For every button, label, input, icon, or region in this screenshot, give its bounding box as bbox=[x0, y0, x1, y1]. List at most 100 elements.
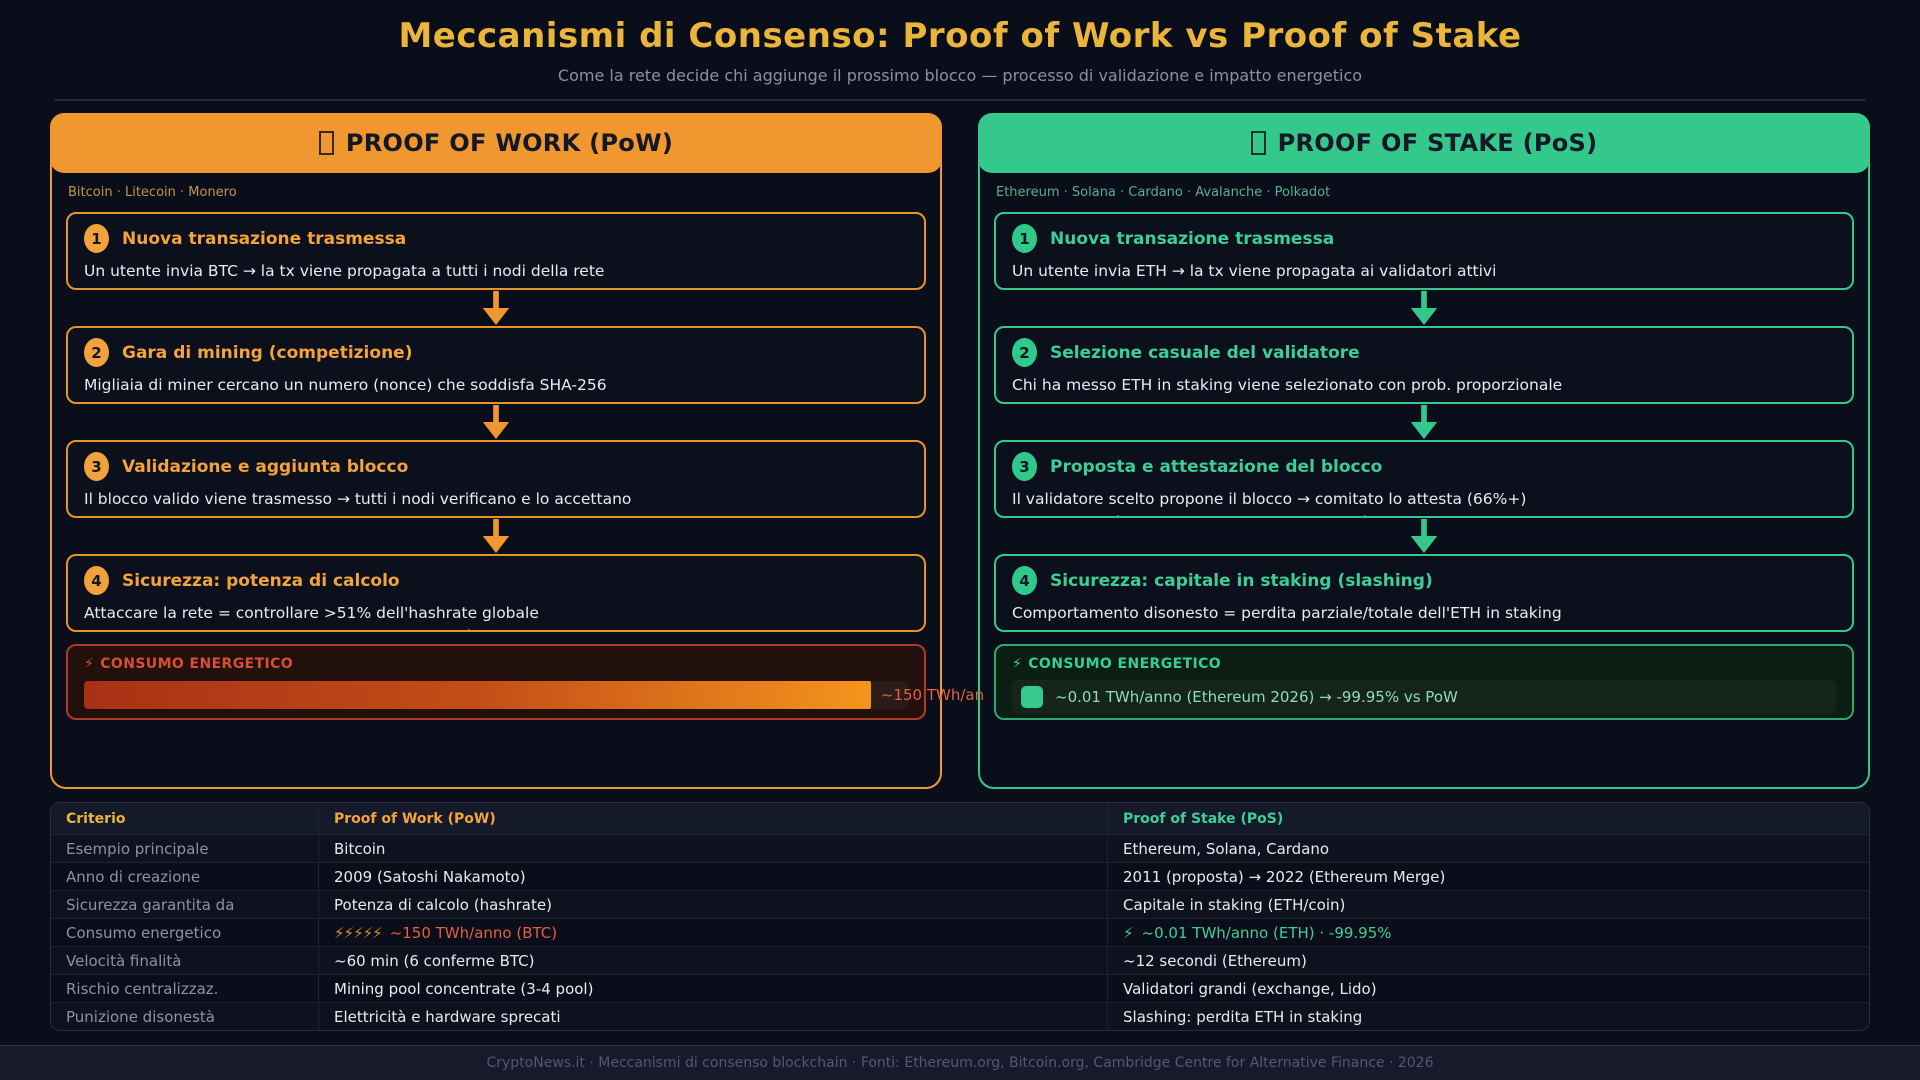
pow-value: Potenza di calcolo (hashrate) bbox=[319, 891, 1108, 918]
step-number-badge: 2 bbox=[1012, 338, 1037, 367]
pos-value: 2011 (proposta) → 2022 (Ethereum Merge) bbox=[1123, 867, 1446, 886]
arrow-down-icon bbox=[1410, 519, 1438, 553]
step-head: 1 Nuova transazione trasmessa bbox=[84, 224, 908, 253]
pos-value: Validatori grandi (exchange, Lido) bbox=[1123, 979, 1377, 998]
step-head: 4 Sicurezza: capitale in staking (slashi… bbox=[1012, 566, 1836, 595]
table-header-row: Criterio Proof of Work (PoW) Proof of St… bbox=[51, 803, 1869, 834]
flow-arrow bbox=[52, 404, 940, 440]
step-description: Il validatore scelto propone il blocco →… bbox=[1012, 490, 1527, 508]
page-header: Meccanismi di Consenso: Proof of Work vs… bbox=[0, 0, 1920, 85]
pos-value: ~12 secondi (Ethereum) bbox=[1123, 951, 1307, 970]
step-title: Validazione e aggiunta blocco bbox=[122, 456, 409, 477]
step-number-badge: 3 bbox=[84, 452, 109, 481]
step-head: 2 Selezione casuale del validatore bbox=[1012, 338, 1836, 367]
pos-value: Capitale in staking (ETH/coin) bbox=[1123, 895, 1346, 914]
lock-emoji-placeholder-icon bbox=[1250, 131, 1266, 155]
energy-label: CONSUMO ENERGETICO bbox=[100, 656, 294, 672]
pos-energy-bar-track: ~0.01 TWh/anno (Ethereum 2026) → -99.95%… bbox=[1012, 680, 1836, 714]
step-head: 1 Nuova transazione trasmessa bbox=[1012, 224, 1836, 253]
pow-value: ⚡⚡⚡⚡⚡ ~150 TWh/anno (BTC) bbox=[319, 919, 1108, 946]
pow-energy-bar-row: ~150 TWh/an bbox=[84, 681, 984, 709]
arrow-down-icon bbox=[1410, 405, 1438, 439]
step-number-badge: 4 bbox=[84, 566, 109, 595]
arrow-down-icon bbox=[482, 405, 510, 439]
page-title: Meccanismi di Consenso: Proof of Work vs… bbox=[398, 16, 1522, 56]
step-title: Sicurezza: potenza di calcolo bbox=[122, 570, 400, 591]
flow-arrow bbox=[52, 518, 940, 554]
pos-energy-box: ⚡ CONSUMO ENERGETICO ~0.01 TWh/anno (Ethe… bbox=[994, 644, 1854, 720]
pow-step-3: 3 Validazione e aggiunta blocco Il blocc… bbox=[66, 440, 926, 518]
pos-value: Ethereum, Solana, Cardano bbox=[1123, 839, 1330, 858]
step-description: Attaccare la rete = controllare >51% del… bbox=[84, 604, 539, 622]
step-note: Tempo di finalità: ~12 secondi (Ethereum… bbox=[1012, 514, 1836, 516]
step-note: Ethereum: 32 ETH minimi → ~1,2M validato… bbox=[1012, 400, 1836, 402]
step-description: Chi ha messo ETH in staking viene selezi… bbox=[1012, 376, 1563, 394]
pow-panel: PROOF OF WORK (PoW) Bitcoin · Litecoin ·… bbox=[50, 113, 984, 789]
pos-chain-list: Ethereum · Solana · Cardano · Avalanche … bbox=[996, 185, 1331, 200]
bolt-icon: ⚡ bbox=[84, 656, 95, 672]
pos-panel-header: PROOF OF STAKE (PoS) bbox=[978, 113, 1870, 173]
pow-energy-bar-track bbox=[84, 681, 908, 709]
flow-arrow bbox=[980, 290, 1868, 326]
pos-energy-title: ⚡ CONSUMO ENERGETICO bbox=[1012, 656, 1836, 672]
step-head: 3 Proposta e attestazione del blocco bbox=[1012, 452, 1836, 481]
arrow-down-icon bbox=[482, 519, 510, 553]
pow-energy-title: ⚡ CONSUMO ENERGETICO bbox=[84, 656, 908, 672]
pos-step-4: 4 Sicurezza: capitale in staking (slashi… bbox=[994, 554, 1854, 632]
comparison-table: Criterio Proof of Work (PoW) Proof of St… bbox=[50, 802, 1870, 1031]
pow-step-2: 2 Gara di mining (competizione) Migliaia… bbox=[66, 326, 926, 404]
step-title: Nuova transazione trasmessa bbox=[122, 228, 407, 249]
table-row: Anno di creazione 2009 (Satoshi Nakamoto… bbox=[51, 862, 1869, 890]
table-row: Punizione disonestà Elettricità e hardwa… bbox=[51, 1002, 1869, 1030]
col-header-criterio: Criterio bbox=[51, 803, 319, 834]
pos-panel: PROOF OF STAKE (PoS) Ethereum · Solana ·… bbox=[978, 113, 1870, 789]
step-head: 3 Validazione e aggiunta blocco bbox=[84, 452, 908, 481]
pow-panel-title: PROOF OF WORK (PoW) bbox=[345, 129, 674, 157]
bolt-icon: ⚡ bbox=[1012, 656, 1023, 672]
step-number-badge: 3 bbox=[1012, 452, 1037, 481]
pow-energy-value: ~150 TWh/an bbox=[880, 686, 985, 704]
pow-value: 2009 (Satoshi Nakamoto) bbox=[319, 863, 1108, 890]
pow-step-4: 4 Sicurezza: potenza di calcolo Attaccar… bbox=[66, 554, 926, 632]
step-number-badge: 2 bbox=[84, 338, 109, 367]
arrow-down-icon bbox=[482, 291, 510, 325]
step-number-badge: 1 bbox=[84, 224, 109, 253]
step-title: Proposta e attestazione del blocco bbox=[1050, 456, 1383, 477]
pos-step-2: 2 Selezione casuale del validatore Chi h… bbox=[994, 326, 1854, 404]
flow-arrow bbox=[980, 518, 1868, 554]
pos-energy-cell-text: ~0.01 TWh/anno (ETH) · -99.95% bbox=[1141, 923, 1392, 942]
footer-text: CryptoNews.it · Meccanismi di consenso b… bbox=[486, 1055, 1434, 1071]
step-number-badge: 1 bbox=[1012, 224, 1037, 253]
step-note: Il miner vincitore riceve: ricompensa bl… bbox=[84, 514, 908, 516]
step-description: Un utente invia ETH → la tx viene propag… bbox=[1012, 262, 1497, 280]
row-label: Punizione disonestà bbox=[51, 1003, 319, 1030]
table-row: Velocità finalità ~60 min (6 conferme BT… bbox=[51, 946, 1869, 974]
row-label: Velocità finalità bbox=[51, 947, 319, 974]
row-label: Anno di creazione bbox=[51, 863, 319, 890]
bolt-icon: ⚡ bbox=[1123, 923, 1134, 942]
step-head: 4 Sicurezza: potenza di calcolo bbox=[84, 566, 908, 595]
table-row: Rischio centralizzaz. Mining pool concen… bbox=[51, 974, 1869, 1002]
step-description: Un utente invia BTC → la tx viene propag… bbox=[84, 262, 605, 280]
pos-step-1: 1 Nuova transazione trasmessa Un utente … bbox=[994, 212, 1854, 290]
step-description: Migliaia di miner cercano un numero (non… bbox=[84, 376, 607, 394]
pickaxe-emoji-placeholder-icon bbox=[318, 131, 334, 155]
table-row: Sicurezza garantita da Potenza di calcol… bbox=[51, 890, 1869, 918]
pow-energy-box: ⚡ CONSUMO ENERGETICO ~150 TWh/an bbox=[66, 644, 984, 720]
pow-energy-bar-fill bbox=[84, 681, 871, 709]
pos-energy-value: ~0.01 TWh/anno (Ethereum 2026) → -99.95%… bbox=[1055, 688, 1458, 706]
flow-arrow bbox=[52, 290, 940, 326]
pos-energy-marker bbox=[1021, 686, 1043, 708]
pos-panel-title: PROOF OF STAKE (PoS) bbox=[1277, 129, 1598, 157]
pos-value: Slashing: perdita ETH in staking bbox=[1123, 1007, 1363, 1026]
pow-energy-cell-text: ~150 TWh/anno (BTC) bbox=[389, 923, 558, 942]
pow-chain-list: Bitcoin · Litecoin · Monero bbox=[68, 185, 237, 200]
step-title: Selezione casuale del validatore bbox=[1050, 342, 1360, 363]
table-row: Esempio principale Bitcoin Ethereum, Sol… bbox=[51, 834, 1869, 862]
step-head: 2 Gara di mining (competizione) bbox=[84, 338, 908, 367]
row-label: Rischio centralizzaz. bbox=[51, 975, 319, 1002]
step-note: Attaccare = controllare >33% ETH staked … bbox=[1012, 628, 1836, 630]
row-label: Sicurezza garantita da bbox=[51, 891, 319, 918]
step-title: Nuova transazione trasmessa bbox=[1050, 228, 1335, 249]
step-title: Gara di mining (competizione) bbox=[122, 342, 413, 363]
